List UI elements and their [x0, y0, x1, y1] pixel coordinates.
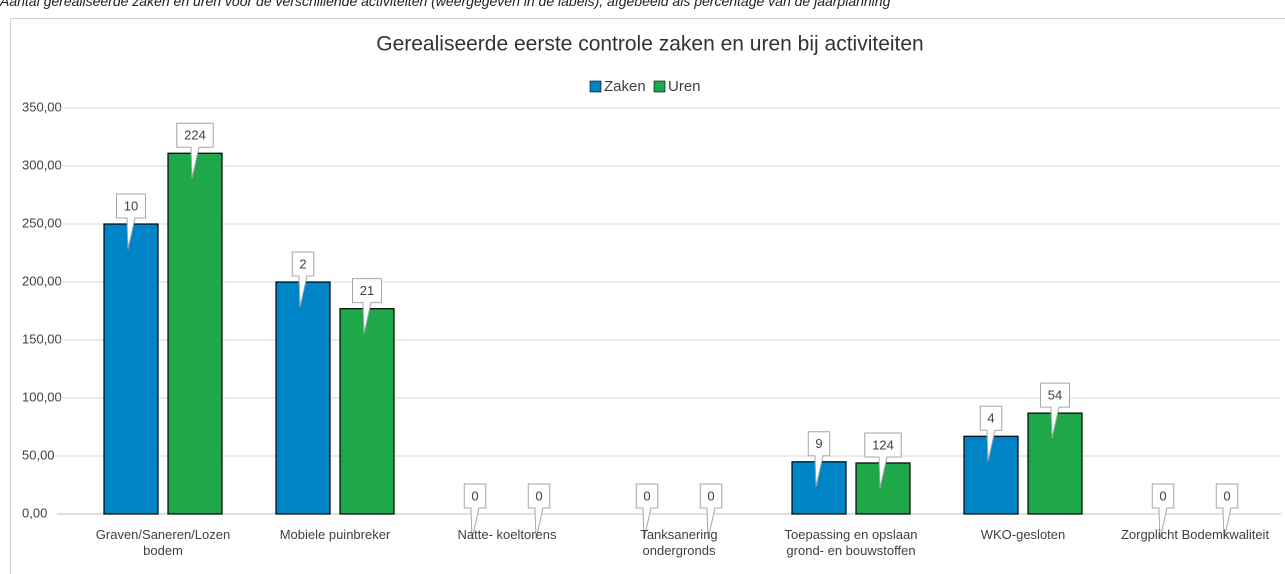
- data-label: 0: [707, 488, 714, 503]
- data-label-callout: [1215, 483, 1239, 540]
- bar: [167, 152, 223, 515]
- data-label: 54: [1048, 388, 1062, 403]
- y-tick-label: 0,00: [22, 505, 47, 520]
- y-tick-label: 350,00: [22, 99, 62, 114]
- data-label-callout: [527, 483, 551, 540]
- data-label-callout: [635, 483, 659, 540]
- y-tick-label: 50,00: [22, 447, 55, 462]
- y-tick-label: 100,00: [22, 389, 62, 404]
- legend-label: Zaken: [604, 78, 646, 95]
- y-tick-label: 200,00: [22, 273, 62, 288]
- x-tick-label: Tanksanering ondergronds: [640, 527, 718, 558]
- data-label: 0: [1223, 488, 1230, 503]
- data-label-callout: [291, 251, 315, 308]
- data-label-callout: [979, 405, 1003, 462]
- bar: [275, 281, 331, 515]
- bar: [339, 308, 395, 515]
- x-tick-label: WKO-gesloten: [980, 527, 1066, 542]
- data-label: 10: [124, 198, 138, 213]
- data-label: 4: [987, 411, 994, 426]
- data-label: 224: [184, 128, 206, 143]
- legend-swatch: [589, 80, 602, 93]
- bar: [1027, 412, 1083, 515]
- x-tick-label: Toepassing en opslaan grond- en bouwstof…: [784, 527, 918, 558]
- y-tick-label: 250,00: [22, 215, 62, 230]
- legend-swatch: [653, 80, 666, 93]
- bar: [103, 223, 159, 515]
- data-label: 9: [815, 436, 822, 451]
- data-label: 0: [471, 488, 478, 503]
- chart-title: Gerealiseerde eerste controle zaken en u…: [376, 33, 923, 56]
- data-label: 124: [872, 437, 894, 452]
- bar: [963, 435, 1019, 515]
- caption: Aantal gerealiseerde zaken en uren voor …: [0, 0, 891, 9]
- data-label: 0: [535, 488, 542, 503]
- data-label-callout: [699, 483, 723, 540]
- y-tick-label: 150,00: [22, 331, 62, 346]
- data-label-callout: [463, 483, 487, 540]
- legend-label: Uren: [668, 78, 701, 95]
- data-label-callout: [116, 193, 146, 250]
- data-label: 0: [643, 488, 650, 503]
- data-label-callout: [864, 432, 902, 489]
- x-tick-label: Mobiele puinbreker: [279, 527, 391, 542]
- x-tick-label: Zorgplicht Bodemkwaliteit: [1120, 527, 1270, 542]
- x-tick-label: Graven/Saneren/Lozen bodem: [95, 527, 231, 558]
- data-label-callout: [807, 431, 831, 487]
- data-label-callout: [176, 122, 214, 179]
- data-label: 2: [299, 256, 306, 271]
- data-label: 21: [360, 283, 374, 298]
- data-label-callout: [352, 278, 382, 334]
- x-tick-label: Natte- koeltorens: [457, 527, 557, 542]
- data-label-callout: [1040, 382, 1070, 439]
- data-label-callout: [1151, 483, 1175, 540]
- data-label: 0: [1159, 488, 1166, 503]
- y-tick-label: 300,00: [22, 157, 62, 172]
